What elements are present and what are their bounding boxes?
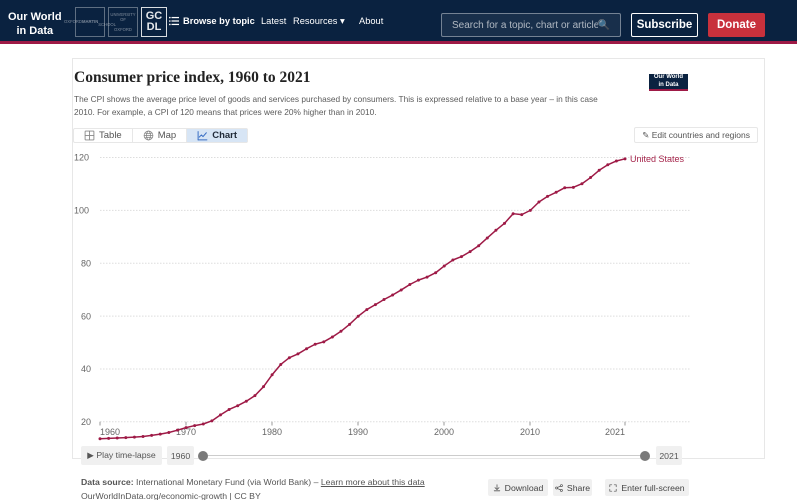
svg-text:1980: 1980 [262, 427, 282, 437]
svg-text:20: 20 [81, 417, 91, 427]
svg-text:1960: 1960 [100, 427, 120, 437]
svg-text:2021: 2021 [605, 427, 625, 437]
svg-text:100: 100 [74, 206, 89, 216]
svg-text:1970: 1970 [176, 427, 196, 437]
svg-text:2000: 2000 [434, 427, 454, 437]
svg-text:2010: 2010 [520, 427, 540, 437]
svg-text:60: 60 [81, 312, 91, 322]
svg-text:United States: United States [630, 154, 685, 164]
svg-text:120: 120 [74, 153, 89, 163]
svg-text:1990: 1990 [348, 427, 368, 437]
svg-text:40: 40 [81, 364, 91, 374]
svg-text:80: 80 [81, 259, 91, 269]
